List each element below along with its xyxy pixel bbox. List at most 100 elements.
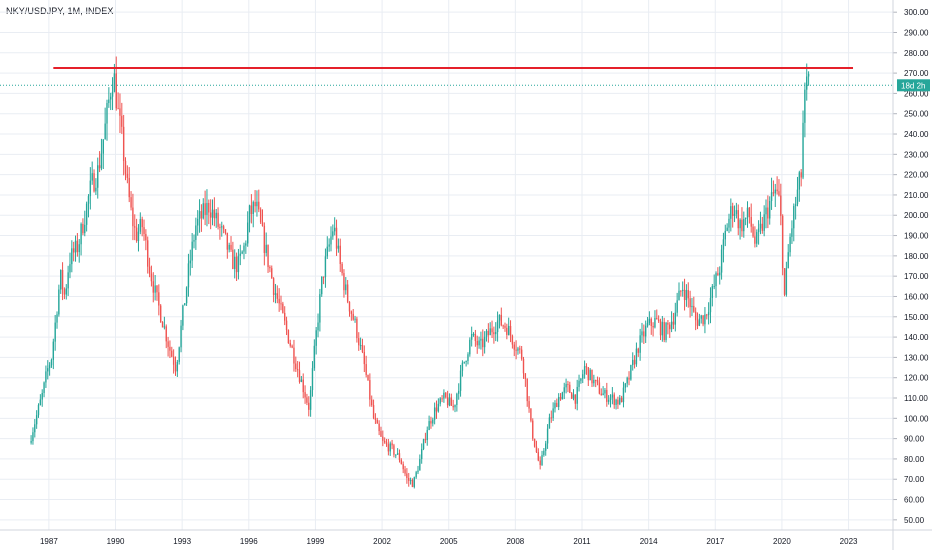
candle-body	[32, 432, 34, 442]
candle-body	[221, 226, 223, 228]
candle-body	[215, 212, 217, 219]
candle-body	[409, 480, 412, 482]
candle-body	[154, 285, 156, 293]
candle-body	[696, 320, 699, 326]
candle-body	[624, 383, 627, 388]
y-tick-label: 210.00	[904, 191, 929, 200]
candle-body	[622, 387, 625, 403]
candle-body	[393, 445, 395, 455]
candle-body	[124, 160, 127, 174]
candle-body	[385, 442, 388, 445]
candle-body	[45, 371, 47, 383]
candle-body	[174, 364, 177, 372]
candle-body	[495, 332, 497, 335]
candle-body	[148, 266, 151, 274]
candle-body	[769, 200, 771, 219]
candle-body	[302, 379, 304, 393]
candle-body	[689, 298, 691, 308]
candle-body	[95, 187, 97, 192]
candle-body	[372, 405, 375, 418]
candle-body	[452, 405, 454, 408]
candle-body	[680, 290, 682, 292]
candle-body	[707, 312, 710, 316]
y-tick-label: 220.00	[904, 171, 929, 180]
candle-body	[180, 325, 182, 348]
candle-body	[454, 404, 456, 408]
candle-body	[158, 292, 160, 306]
candle-body	[463, 361, 465, 363]
candle-body	[117, 108, 119, 110]
candle-body	[285, 320, 288, 331]
candle-body	[150, 273, 153, 282]
candle-body	[48, 365, 51, 369]
candle-body	[543, 450, 545, 456]
grid-lines	[0, 0, 893, 530]
candle-body	[613, 394, 615, 405]
candle-body	[197, 218, 199, 226]
candle-body	[306, 397, 308, 403]
candle-body	[743, 219, 745, 232]
candle-body	[606, 389, 608, 402]
price-tag-label: 18d 2h	[901, 81, 925, 90]
candle-body	[396, 453, 399, 455]
candle-body	[156, 285, 158, 293]
candle-body	[693, 305, 695, 312]
candle-body	[702, 315, 704, 325]
candle-body	[87, 196, 90, 204]
y-tick-label: 160.00	[904, 292, 929, 301]
candle-body	[30, 441, 32, 443]
candle-body	[300, 379, 303, 382]
candle-body	[65, 288, 67, 295]
candle-body	[34, 424, 36, 433]
x-tick-label: 2014	[640, 537, 658, 546]
candle-body	[263, 225, 266, 253]
candle-body	[420, 448, 423, 460]
candle-body	[122, 126, 125, 161]
candle-body	[537, 452, 540, 461]
candle-body	[430, 421, 432, 424]
candle-body	[358, 338, 360, 346]
candle-body	[343, 273, 345, 291]
candle-body	[328, 244, 330, 247]
y-tick-label: 270.00	[904, 69, 929, 78]
candle-body	[147, 240, 149, 267]
y-tick-label: 100.00	[904, 414, 929, 423]
x-tick-label: 2002	[373, 537, 391, 546]
candle-body	[787, 252, 789, 269]
candle-body	[315, 330, 317, 346]
candle-body	[176, 361, 179, 372]
candle-body	[639, 335, 641, 353]
candle-body	[391, 443, 393, 446]
candle-body	[682, 289, 684, 291]
candle-body	[678, 290, 680, 301]
candle-body	[324, 256, 327, 278]
candle-body	[672, 321, 675, 325]
candle-body	[437, 403, 440, 412]
candle-body	[569, 384, 571, 393]
x-tick-label: 2020	[773, 537, 791, 546]
candle-body	[272, 278, 275, 295]
candle-body	[744, 217, 747, 220]
candle-body	[532, 420, 534, 439]
y-tick-label: 130.00	[904, 353, 929, 362]
candle-body	[802, 122, 804, 178]
candle-body	[104, 123, 106, 140]
candle-body	[589, 369, 591, 381]
candle-body	[720, 249, 723, 273]
overlays	[0, 67, 893, 86]
candle-body	[326, 246, 328, 257]
candle-body	[583, 366, 586, 375]
candle-body	[578, 380, 580, 387]
candle-body	[383, 440, 386, 443]
candle-body	[209, 212, 212, 218]
candle-body	[650, 318, 652, 327]
candle-body	[798, 172, 801, 190]
candle-body	[202, 203, 204, 219]
candle-body	[359, 345, 362, 347]
x-tick-label: 1987	[40, 537, 58, 546]
candle-body	[458, 390, 460, 394]
candle-body	[284, 312, 286, 321]
candle-body	[465, 360, 467, 362]
candle-body	[469, 339, 471, 355]
